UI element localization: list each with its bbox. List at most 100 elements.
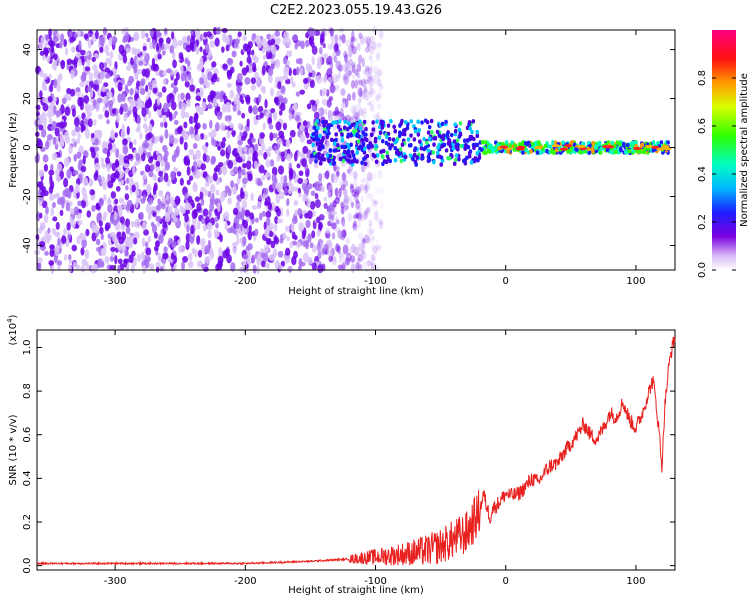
spectrogram-cell xyxy=(368,219,373,227)
snr-y-tick-label: 0.4 xyxy=(22,470,33,486)
spectrogram-cell xyxy=(254,143,259,152)
spectrogram-cell xyxy=(321,31,325,37)
spectrogram-cell xyxy=(159,136,164,144)
spectrogram-cell xyxy=(347,153,352,158)
spectrogram-cell xyxy=(171,200,175,207)
spectrogram-cell xyxy=(521,140,525,145)
spectrogram-cell xyxy=(420,120,424,125)
spectrogram-cell xyxy=(286,154,292,162)
spectrogram-cell xyxy=(341,100,346,109)
spectrogram-cell xyxy=(313,161,319,169)
spectrogram-cell xyxy=(400,142,405,147)
spectrogram-cell xyxy=(325,134,330,140)
spectrogram-cell xyxy=(362,260,367,268)
spectrogram-cell xyxy=(163,121,168,129)
spectrogram-cell xyxy=(154,136,160,143)
spectrogram-cell xyxy=(370,67,374,74)
spectrogram-cell xyxy=(321,186,325,193)
spectrogram-cell xyxy=(176,171,182,177)
spectrogram-cell xyxy=(85,106,90,115)
spectrogram-cell xyxy=(369,35,373,45)
spectrogram-x-tick-label: 0 xyxy=(503,276,509,287)
spectrogram-cell xyxy=(264,244,270,253)
spectrogram-cell xyxy=(44,42,48,48)
spectrogram-cell xyxy=(347,70,352,77)
spectrogram-cell xyxy=(316,229,321,237)
spectrogram-cell xyxy=(175,71,180,81)
spectrogram-cell xyxy=(185,44,192,53)
spectrogram-cell xyxy=(161,86,167,93)
spectrogram-cell xyxy=(291,34,298,42)
spectrogram-cell xyxy=(141,189,148,199)
spectrogram-cell xyxy=(469,160,474,165)
spectrogram-cell xyxy=(304,212,309,219)
spectrogram-cell xyxy=(343,188,348,197)
spectrogram-cell xyxy=(417,128,421,133)
spectrogram-cell xyxy=(458,121,463,126)
spectrogram-cell xyxy=(465,155,469,160)
spectrogram-cell xyxy=(319,157,324,162)
spectrogram-cell xyxy=(196,219,201,230)
spectrogram-cell xyxy=(194,196,201,202)
spectrogram-cell xyxy=(249,212,255,220)
spectrogram-cell xyxy=(215,91,221,100)
spectrogram-cell xyxy=(406,137,411,142)
spectrogram-cell xyxy=(314,137,319,142)
spectrogram-cell xyxy=(283,56,288,65)
spectrogram-cell xyxy=(349,133,353,138)
spectrogram-cell xyxy=(139,88,146,95)
spectrogram-cell xyxy=(174,110,178,116)
spectrogram-cell xyxy=(163,102,169,112)
spectrogram-cell xyxy=(366,101,372,106)
spectrogram-cell xyxy=(71,129,77,137)
spectrogram-cell xyxy=(267,116,272,124)
spectrogram-cell xyxy=(307,27,314,37)
spectrogram-cell xyxy=(68,254,72,261)
spectrogram-cell xyxy=(378,130,383,135)
spectrogram-cell xyxy=(195,105,201,113)
spectrogram-cell xyxy=(51,152,58,161)
spectrogram-cell xyxy=(131,47,137,55)
spectrogram-cell xyxy=(325,227,331,235)
spectrogram-cell xyxy=(223,211,230,221)
spectrogram-cell xyxy=(342,125,347,130)
spectrogram-cell xyxy=(157,53,162,60)
spectrogram-cell xyxy=(51,201,56,209)
spectrogram-cell xyxy=(37,227,43,234)
spectrogram-cell xyxy=(144,68,151,78)
spectrogram-cell xyxy=(432,159,436,165)
spectrogram-cell xyxy=(161,195,166,204)
spectrogram-cell xyxy=(425,140,429,145)
spectrogram-cell xyxy=(141,237,146,247)
spectrogram-peak xyxy=(577,144,586,149)
spectrogram-cell xyxy=(241,168,246,176)
spectrogram-cell xyxy=(232,247,237,255)
spectrogram-cell xyxy=(88,178,93,188)
spectrogram-cell xyxy=(282,232,287,240)
spectrogram-cell xyxy=(306,103,312,110)
spectrogram-cell xyxy=(368,55,373,61)
spectrogram-cell xyxy=(272,248,278,258)
spectrogram-cell xyxy=(256,79,262,88)
spectrogram-cell xyxy=(268,222,274,231)
spectrogram-cell xyxy=(418,139,422,144)
spectrogram-cell xyxy=(454,153,459,158)
spectrogram-cell xyxy=(453,128,458,134)
spectrogram-cell xyxy=(360,91,366,99)
spectrogram-cell xyxy=(99,36,104,46)
spectrogram-cell xyxy=(445,131,450,137)
spectrogram-cell xyxy=(427,124,432,130)
spectrogram-cell xyxy=(385,134,389,140)
spectrogram-cell xyxy=(308,36,313,46)
spectrogram-cell xyxy=(209,119,213,129)
spectrogram-cell xyxy=(214,122,220,132)
spectrogram-cell xyxy=(309,242,314,249)
spectrogram-cell xyxy=(181,261,185,271)
spectrogram-cell xyxy=(366,144,370,149)
snr-y-tick-label: 0.8 xyxy=(22,383,33,399)
spectrogram-cell xyxy=(340,231,345,241)
spectrogram-cell xyxy=(328,109,333,118)
spectrogram-cell xyxy=(358,242,364,251)
spectrogram-cell xyxy=(322,42,326,49)
spectrogram-cell xyxy=(210,249,215,260)
